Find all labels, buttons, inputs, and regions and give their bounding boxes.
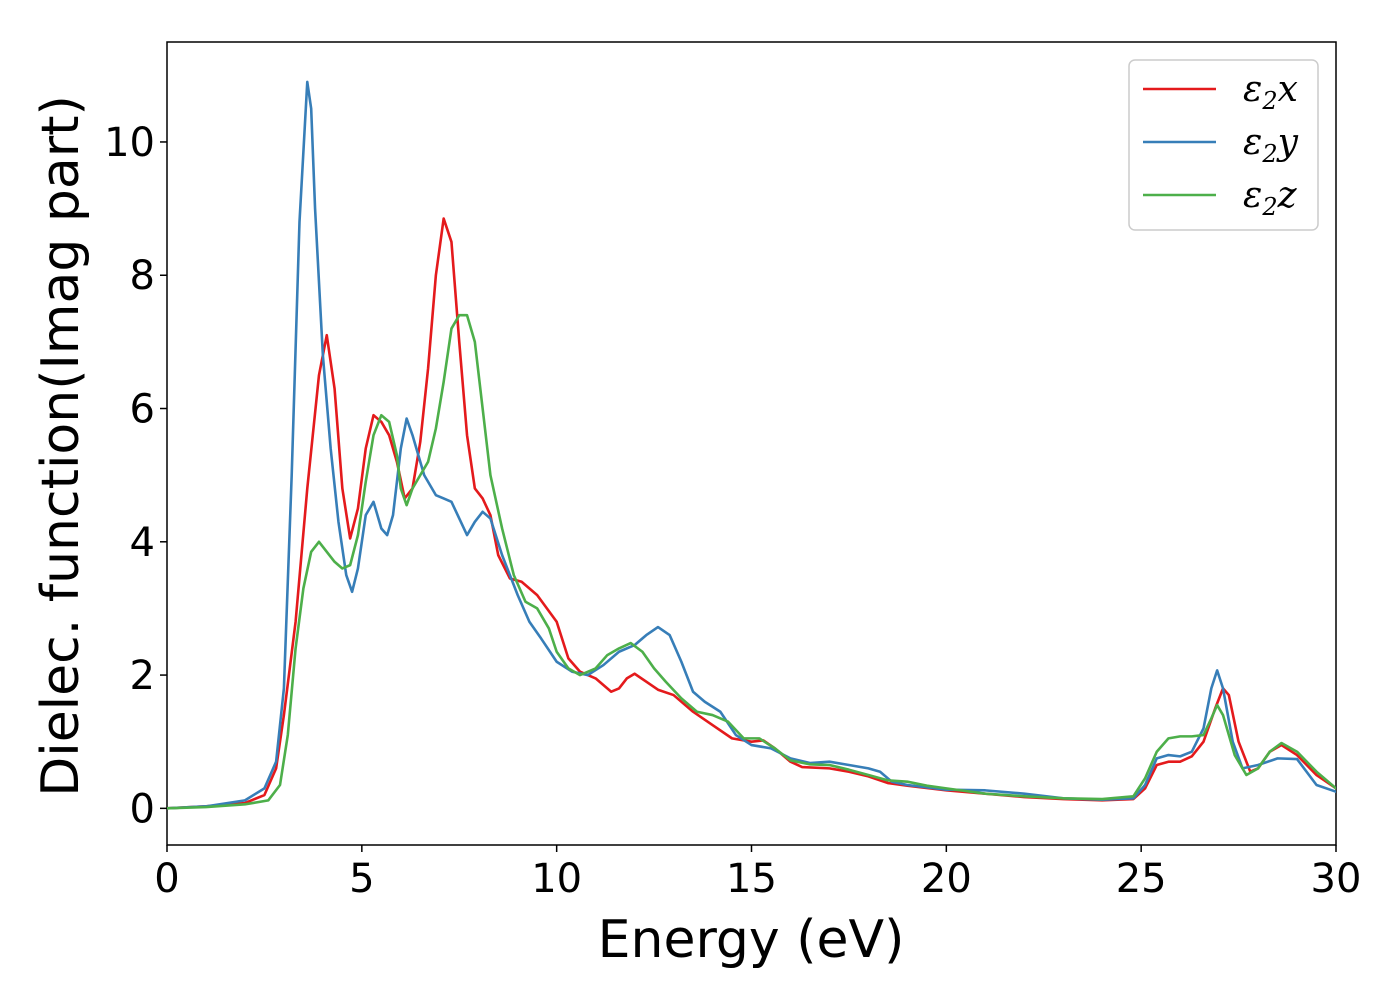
legend-axis: x: [1278, 69, 1298, 110]
x-tick-label: 15: [726, 856, 777, 902]
x-tick-label: 5: [349, 856, 374, 902]
series-lines: [167, 80, 1336, 810]
legend-label-y: ε2y: [1243, 122, 1299, 168]
legend-symbol: ε: [1243, 175, 1262, 216]
legend-symbol: ε: [1243, 122, 1262, 163]
x-tick-label: 10: [531, 856, 582, 902]
legend-subscript: 2: [1261, 193, 1277, 221]
x-tick-label: 20: [921, 856, 972, 902]
y-axis: 0 2 4 6 8 10: [104, 120, 167, 832]
series-line-x: [167, 217, 1336, 810]
y-tick-label: 8: [130, 253, 155, 299]
y-tick-label: 4: [130, 520, 155, 566]
y-tick-label: 2: [130, 653, 155, 699]
x-axis-label: Energy (eV): [598, 910, 905, 970]
legend-axis: z: [1277, 175, 1298, 216]
legend-label-z: ε2z: [1243, 175, 1298, 221]
x-axis: 0 5 10 15 20 25 30: [154, 845, 1361, 902]
legend-symbol: ε: [1243, 69, 1262, 110]
y-tick-label: 6: [130, 387, 155, 433]
legend-box: [1128, 59, 1319, 231]
legend-axis: y: [1276, 122, 1299, 163]
x-tick-label: 30: [1311, 856, 1362, 902]
legend-subscript: 2: [1261, 140, 1277, 168]
y-axis-label: Dielec. function(Imag part): [31, 95, 91, 797]
x-tick-label: 0: [154, 856, 179, 902]
legend-subscript: 2: [1261, 87, 1277, 115]
series-line-z: [167, 313, 1336, 810]
y-tick-label: 0: [130, 786, 155, 832]
y-tick-label: 10: [104, 120, 155, 166]
x-tick-label: 25: [1116, 856, 1167, 902]
legend-label-x: ε2x: [1243, 69, 1298, 115]
